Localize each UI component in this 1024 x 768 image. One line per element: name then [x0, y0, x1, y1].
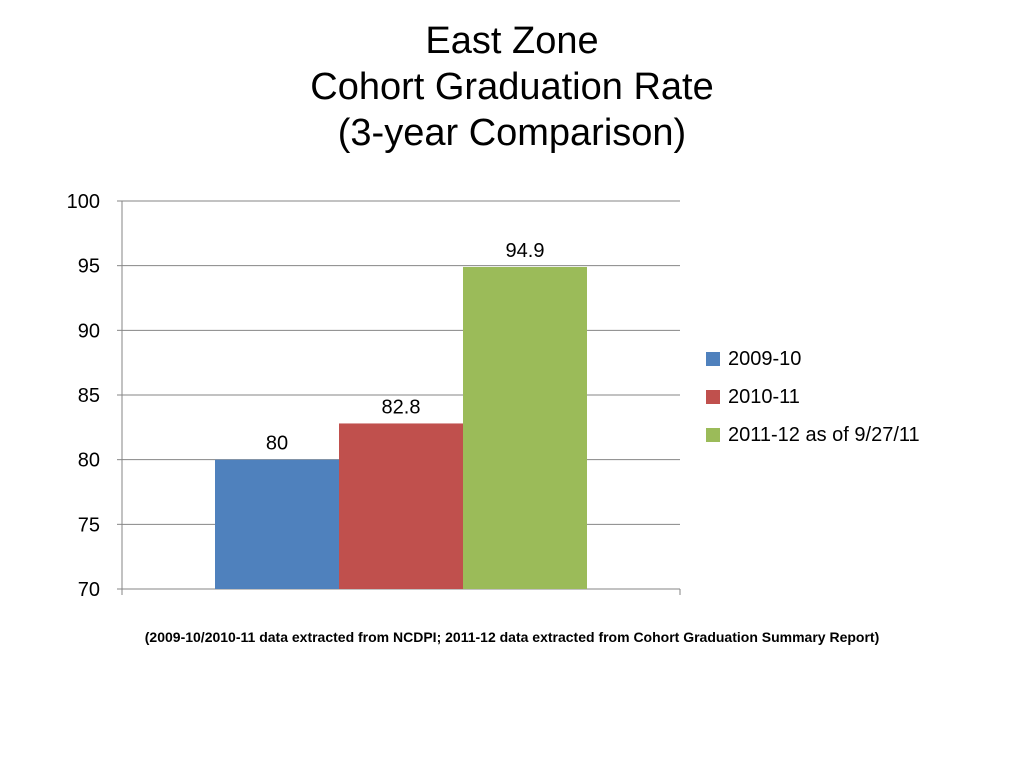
chart-title-line-1: East Zone: [425, 20, 599, 62]
legend-item-2009-10: 2009-10: [706, 340, 920, 378]
bar-2010-11: [339, 423, 463, 589]
data-label-2009-10: 80: [266, 433, 288, 455]
legend-swatch-2010-11: [706, 390, 720, 404]
chart-title-line-2: Cohort Graduation Rate: [310, 66, 714, 108]
legend-label-2009-10: 2009-10: [728, 347, 802, 370]
data-label-2010-11: 82.8: [382, 396, 421, 418]
y-tick-label-85: 85: [78, 385, 100, 407]
y-tick-label-100: 100: [67, 191, 100, 213]
chart-title: East Zone Cohort Graduation Rate (3-year…: [0, 18, 1024, 156]
data-label-2011-12: 94.9: [506, 240, 545, 262]
y-tick-label-75: 75: [78, 514, 100, 536]
legend-swatch-2011-12: [706, 428, 720, 442]
y-tick-label-80: 80: [78, 450, 100, 472]
y-tick-label-95: 95: [78, 256, 100, 278]
chart-title-line-3: (3-year Comparison): [337, 112, 687, 154]
bar-2011-12: [463, 266, 587, 589]
legend-item-2011-12: 2011-12 as of 9/27/11: [706, 416, 920, 454]
bar-2009-10: [215, 459, 339, 589]
legend-swatch-2009-10: [706, 352, 720, 366]
legend-item-2010-11: 2010-11: [706, 378, 920, 416]
data-source-footnote: (2009-10/2010-11 data extracted from NCD…: [144, 629, 880, 645]
y-tick-label-70: 70: [78, 579, 100, 601]
legend-label-2010-11: 2010-11: [728, 385, 800, 408]
y-tick-label-90: 90: [78, 320, 100, 342]
legend-label-2011-12: 2011-12 as of 9/27/11: [728, 423, 920, 446]
chart-legend: 2009-10 2010-11 2011-12 as of 9/27/11: [706, 340, 920, 454]
